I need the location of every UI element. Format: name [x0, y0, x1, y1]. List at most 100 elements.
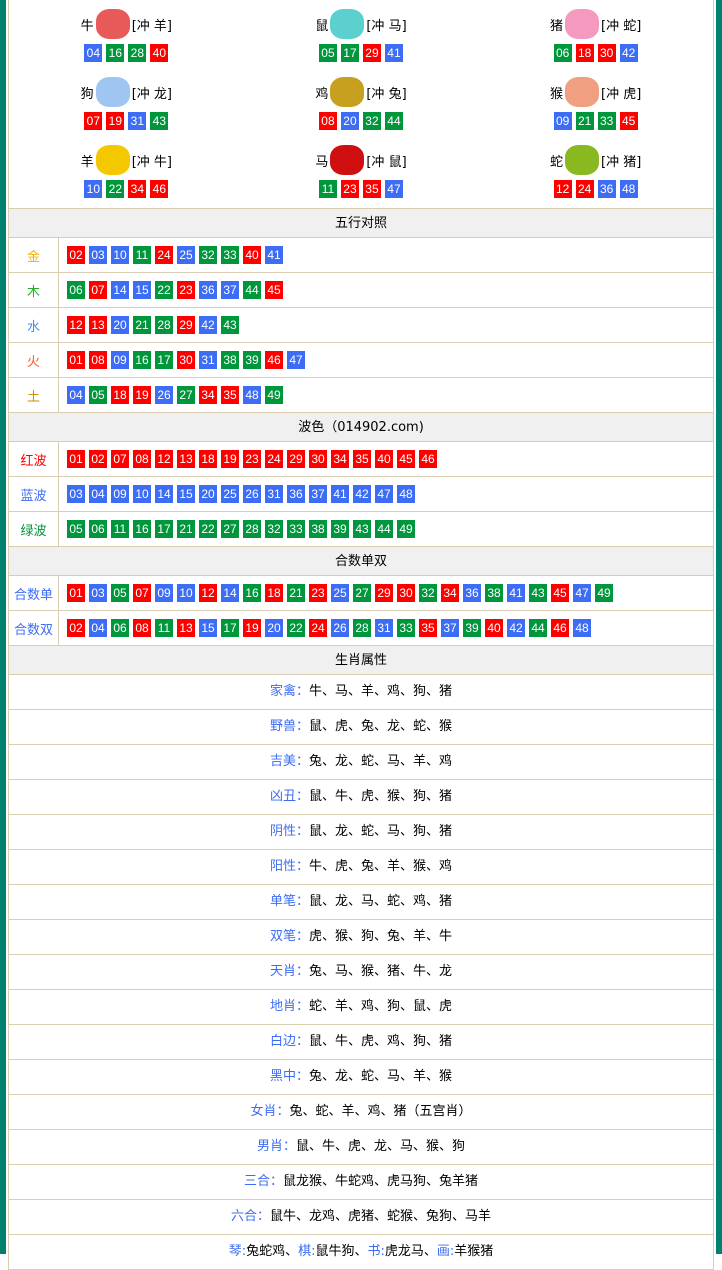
attribute-key: 黑中：: [269, 1069, 309, 1084]
number-ball: 48: [243, 386, 261, 404]
number-ball: 04: [89, 619, 107, 637]
number-ball: 16: [106, 44, 125, 62]
number-ball: 06: [111, 619, 129, 637]
number-ball: 47: [573, 584, 591, 602]
number-ball: 21: [133, 316, 151, 334]
attribute-value: 兔、龙、蛇、马、羊、鸡: [309, 754, 453, 769]
number-ball: 21: [177, 520, 195, 538]
bose-row: 绿波 05 06 11 16 17 21 22 27 28 32 33 38 39 43 44 49: [8, 512, 714, 547]
number-ball: 32: [362, 112, 381, 130]
number-ball: 41: [507, 584, 525, 602]
zodiac-header: 鼠 [冲 马]: [315, 4, 407, 44]
number-ball: 44: [529, 619, 547, 637]
section-title-heshu: 合数单双: [8, 547, 714, 576]
number-ball: 32: [199, 246, 217, 264]
number-ball: 40: [150, 44, 169, 62]
number-ball: 43: [353, 520, 371, 538]
number-ball: 23: [177, 281, 195, 299]
attribute-row: 男肖：鼠、牛、虎、龙、马、猴、狗: [8, 1130, 714, 1165]
bose-row: 蓝波 03 04 09 10 14 15 20 25 26 31 36 37 41 42 47 48: [8, 477, 714, 512]
number-ball: 16: [133, 520, 151, 538]
attribute-key: 凶丑：: [269, 789, 309, 804]
row-label: 水: [9, 308, 59, 342]
number-ball: 27: [177, 386, 195, 404]
attribute-row: 阳性：牛、虎、兔、羊、猴、鸡: [8, 850, 714, 885]
number-ball: 08: [318, 112, 337, 130]
number-ball: 14: [111, 281, 129, 299]
number-ball: 32: [265, 520, 283, 538]
number-ball: 30: [597, 44, 616, 62]
zodiac-cell: 羊 [冲 牛] 10 22 34 46: [9, 140, 244, 208]
number-ball: 04: [67, 386, 85, 404]
number-ball: 28: [243, 520, 261, 538]
number-ball: 09: [111, 485, 129, 503]
attribute-key: 男肖：: [256, 1139, 296, 1154]
content: 牛 [冲 羊] 04 16 28 40 鼠 [冲 马] 05 17 29 41 猪 [冲 蛇] 06 18 30…: [8, 0, 714, 1270]
number-ball: 06: [67, 281, 85, 299]
number-ball: 34: [441, 584, 459, 602]
zodiac-cell: 狗 [冲 龙] 07 19 31 43: [9, 72, 244, 140]
number-ball: 35: [221, 386, 239, 404]
row-label: 绿波: [9, 512, 59, 546]
number-ball: 42: [507, 619, 525, 637]
zodiac-numbers: 04 16 28 40: [84, 44, 169, 62]
bose-row: 红波 01 02 07 08 12 13 18 19 23 24 29 30 34 35 40 45 46: [8, 442, 714, 477]
qin-qi-shu-hua-row: 琴:兔蛇鸡、棋:鼠牛狗、书:虎龙马、画:羊猴猪: [8, 1235, 714, 1270]
number-ball: 17: [221, 619, 239, 637]
number-ball: 10: [133, 485, 151, 503]
zodiac-clash: [冲 牛]: [131, 154, 172, 170]
attribute-key: 阴性：: [269, 824, 309, 839]
number-ball: 19: [221, 450, 239, 468]
zodiac-numbers: 09 21 33 45: [553, 112, 638, 130]
number-ball: 13: [89, 316, 107, 334]
number-ball: 25: [177, 246, 195, 264]
attribute-key: 画:: [436, 1244, 455, 1259]
number-ball: 28: [128, 44, 147, 62]
number-ball: 32: [419, 584, 437, 602]
number-ball: 26: [243, 485, 261, 503]
zodiac-numbers: 07 19 31 43: [84, 112, 169, 130]
number-ball: 07: [89, 281, 107, 299]
number-list: 01 08 09 16 17 30 31 38 39 46 47: [59, 343, 305, 377]
number-ball: 49: [397, 520, 415, 538]
attribute-value: 兔、龙、蛇、马、羊、猴: [309, 1069, 453, 1084]
number-ball: 12: [155, 450, 173, 468]
number-ball: 25: [331, 584, 349, 602]
zodiac-clash: [冲 蛇]: [601, 18, 642, 34]
number-ball: 47: [384, 180, 403, 198]
attribute-value: 鼠、牛、虎、龙、马、猴、狗: [296, 1139, 466, 1154]
zodiac-clash: [冲 羊]: [131, 18, 172, 34]
zodiac-clash: [冲 龙]: [131, 86, 172, 102]
attribute-key: 书:: [367, 1244, 385, 1259]
number-ball: 16: [243, 584, 261, 602]
number-ball: 08: [133, 450, 151, 468]
heshu-row: 合数单 01 03 05 07 09 10 12 14 16 18 21 23 25 27 29 30 32 34 3…: [8, 576, 714, 611]
number-ball: 38: [309, 520, 327, 538]
zodiac-header: 猴 [冲 虎]: [550, 72, 641, 112]
number-ball: 39: [243, 351, 261, 369]
number-list: 02 04 06 08 11 13 15 17 19 20 22 24 26 28 31 33 35 37 39 40…: [59, 611, 591, 645]
number-ball: 24: [309, 619, 327, 637]
number-ball: 07: [111, 450, 129, 468]
number-ball: 20: [340, 112, 359, 130]
zodiac-numbers: 06 18 30 42: [553, 44, 638, 62]
number-ball: 15: [199, 619, 217, 637]
number-ball: 05: [111, 584, 129, 602]
row-label: 红波: [9, 442, 59, 476]
number-ball: 08: [133, 619, 151, 637]
zodiac-cell: 蛇 [冲 猪] 12 24 36 48: [478, 140, 713, 208]
number-ball: 41: [331, 485, 349, 503]
number-ball: 09: [111, 351, 129, 369]
number-ball: 31: [265, 485, 283, 503]
number-ball: 11: [318, 180, 337, 198]
number-ball: 18: [575, 44, 594, 62]
number-ball: 18: [199, 450, 217, 468]
number-ball: 40: [485, 619, 503, 637]
number-ball: 26: [155, 386, 173, 404]
number-ball: 02: [67, 246, 85, 264]
attribute-value: 鼠牛、龙鸡、虎猪、蛇猴、兔狗、马羊: [270, 1209, 492, 1224]
number-ball: 11: [111, 520, 129, 538]
number-ball: 33: [221, 246, 239, 264]
attribute-row: 三合：鼠龙猴、牛蛇鸡、虎马狗、兔羊猪: [8, 1165, 714, 1200]
